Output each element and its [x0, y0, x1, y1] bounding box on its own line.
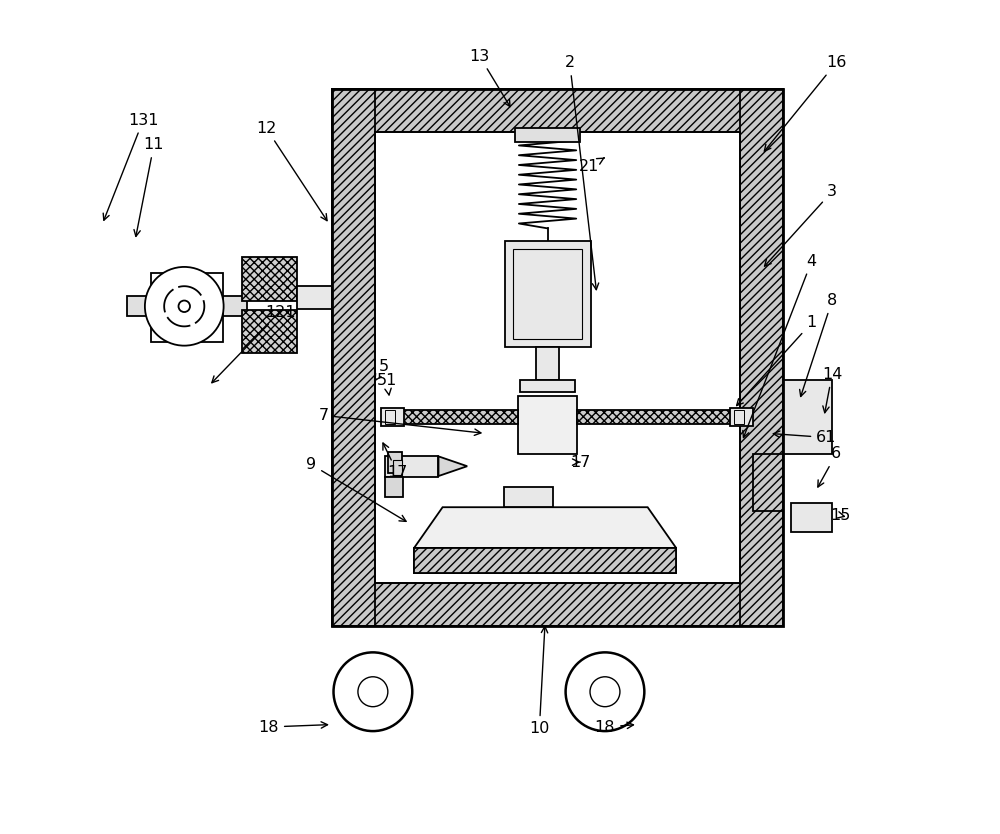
Text: 61: 61	[773, 430, 837, 445]
Text: 6: 6	[818, 446, 841, 487]
Bar	[577, 410, 732, 424]
Text: 51: 51	[377, 374, 397, 395]
Bar	[127, 296, 151, 316]
Text: 4: 4	[743, 254, 817, 438]
Circle shape	[145, 267, 224, 345]
Circle shape	[590, 676, 620, 706]
Bar	[393, 460, 402, 475]
Circle shape	[334, 652, 412, 731]
Bar	[242, 310, 297, 353]
Bar	[783, 380, 832, 454]
Bar	[753, 454, 783, 511]
Text: 7: 7	[319, 408, 481, 435]
Text: 121: 121	[212, 304, 296, 383]
Text: 15: 15	[830, 508, 851, 523]
Bar	[414, 548, 676, 573]
Text: 21: 21	[578, 158, 604, 174]
Text: 131: 131	[103, 113, 159, 220]
Bar	[791, 503, 832, 532]
Bar	[520, 380, 575, 392]
Bar	[740, 89, 783, 626]
Text: 18: 18	[258, 720, 328, 735]
Bar	[385, 455, 438, 477]
Bar	[223, 296, 247, 316]
Bar	[332, 584, 783, 626]
Text: 11: 11	[134, 138, 164, 236]
Polygon shape	[438, 456, 467, 476]
Polygon shape	[414, 507, 676, 548]
Text: 17: 17	[570, 455, 591, 470]
Bar	[504, 487, 553, 507]
Text: 8: 8	[800, 293, 837, 396]
Bar	[518, 396, 577, 454]
Bar	[332, 89, 783, 132]
Circle shape	[566, 652, 644, 731]
Text: 12: 12	[256, 121, 327, 221]
Bar	[536, 347, 559, 380]
Text: 1: 1	[737, 315, 817, 405]
Bar	[388, 452, 402, 473]
Circle shape	[179, 300, 190, 312]
Text: 9: 9	[306, 457, 406, 521]
Text: 5: 5	[375, 359, 389, 380]
Bar	[402, 410, 518, 424]
Text: 2: 2	[565, 55, 599, 289]
Bar	[505, 241, 591, 347]
Bar	[381, 408, 404, 426]
Bar	[151, 274, 223, 342]
Text: 3: 3	[765, 184, 837, 266]
Circle shape	[358, 676, 388, 706]
Bar	[515, 128, 580, 143]
Bar	[385, 477, 403, 497]
Text: 17: 17	[383, 443, 408, 480]
Bar	[734, 410, 744, 424]
Bar	[513, 249, 582, 339]
Text: 14: 14	[822, 367, 842, 413]
Bar	[232, 257, 252, 353]
Bar	[332, 89, 375, 626]
Bar	[297, 286, 332, 309]
Bar	[332, 89, 783, 626]
Bar	[242, 257, 297, 300]
Text: 16: 16	[764, 55, 846, 151]
Text: 10: 10	[529, 626, 550, 736]
Text: 13: 13	[469, 48, 510, 107]
Bar	[730, 408, 753, 426]
Bar	[385, 410, 395, 424]
Text: 18: 18	[595, 720, 633, 735]
Bar	[414, 548, 676, 573]
